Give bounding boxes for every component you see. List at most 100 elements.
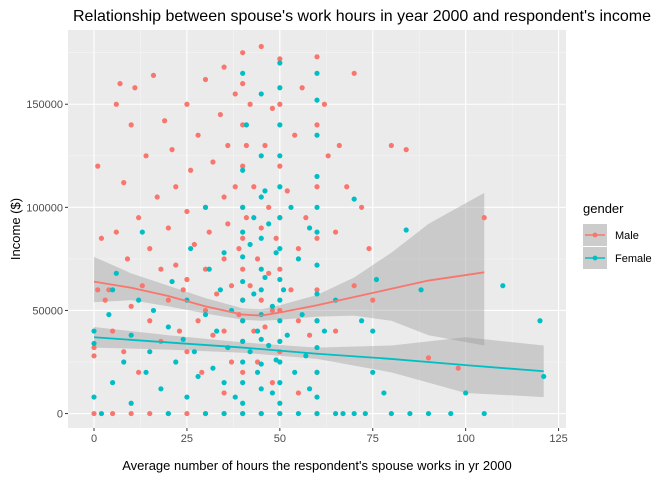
data-point-male [351,70,357,76]
data-point-female [240,400,246,406]
data-point-female [221,250,227,256]
data-point-male [269,307,276,314]
x-tick-label: 50 [274,433,286,445]
data-point-male [247,283,253,289]
data-point-male [284,188,290,194]
data-point-female [280,287,287,293]
data-point-male [176,328,183,334]
data-point-male [184,349,190,355]
data-point-male [214,291,220,297]
data-point-female [500,283,506,289]
data-point-female [150,307,157,314]
data-point-female [340,410,346,417]
data-point-male [136,369,142,375]
data-point-male [295,245,302,252]
data-point-male [258,43,264,50]
legend-dot-female [592,255,598,261]
data-point-male [202,76,209,83]
data-point-female [314,318,320,324]
data-point-female [240,70,246,76]
data-point-female [314,97,320,103]
data-point-male [258,297,264,303]
data-point-male [240,369,246,375]
data-point-male [292,132,298,138]
data-point-male [210,159,216,165]
data-point-female [277,410,283,417]
data-point-male [106,287,112,293]
data-point-female [277,122,283,128]
data-point-female [147,349,153,355]
data-point-male [162,118,168,124]
data-point-female [258,153,264,159]
data-point-male [113,101,119,107]
data-point-female [314,173,320,180]
data-point-male [221,328,227,334]
data-point-female [306,225,313,231]
data-point-female [258,410,264,417]
data-point-male [314,54,320,60]
data-point-male [132,85,138,91]
y-axis-title: Income ($) [8,198,23,260]
data-point-female [240,229,246,235]
data-point-male [277,101,283,107]
data-point-female [173,359,179,365]
data-point-male [113,229,119,235]
data-point-male [221,194,227,200]
x-tick-label: 100 [456,433,474,445]
data-point-female [273,250,279,256]
data-point-female [98,410,105,417]
data-point-female [269,390,276,396]
data-point-male [243,215,249,221]
data-point-female [180,336,186,342]
data-point-female [284,332,290,338]
data-point-male [481,215,487,221]
data-point-female [277,245,283,252]
data-point-female [299,311,305,318]
data-point-male [173,262,179,268]
data-point-female [109,287,116,293]
data-point-male [210,332,216,338]
data-point-male [184,101,190,107]
data-point-female [121,359,127,365]
data-point-female [448,410,454,417]
data-point-female [314,394,320,400]
data-point-male [277,56,283,62]
data-point-female [247,241,253,248]
data-point-male [262,324,268,330]
data-point-male [180,287,186,293]
data-point-female [295,410,302,417]
legend-label-male: Male [615,230,639,242]
data-point-male [232,91,238,97]
data-point-female [258,266,264,272]
data-point-male [370,297,376,303]
data-point-male [388,142,394,149]
data-point-male [240,81,246,87]
data-point-female [188,245,194,252]
data-point-male [232,184,238,190]
data-point-male [358,204,365,210]
data-point-female [418,287,424,293]
data-point-male [165,225,171,231]
x-axis: 0 25 50 75 100 125 [91,428,568,445]
data-point-female [314,410,320,417]
data-point-male [314,287,320,293]
data-point-female [403,227,409,233]
data-point-female [277,215,283,221]
data-point-male [195,132,201,138]
data-point-male [425,355,432,361]
y-tick-label: 0 [57,409,63,421]
data-point-male [266,204,272,210]
data-point-female [481,410,487,417]
data-point-female [158,386,164,392]
data-point-male [277,163,283,169]
data-point-male [403,147,409,153]
data-point-female [537,318,543,324]
data-point-female [106,311,112,318]
data-point-female [332,410,339,417]
data-point-male [221,256,227,262]
data-point-male [314,235,320,241]
data-point-female [362,410,368,417]
data-point-female [184,394,190,400]
data-point-female [277,359,283,365]
plot-panel [68,30,566,428]
